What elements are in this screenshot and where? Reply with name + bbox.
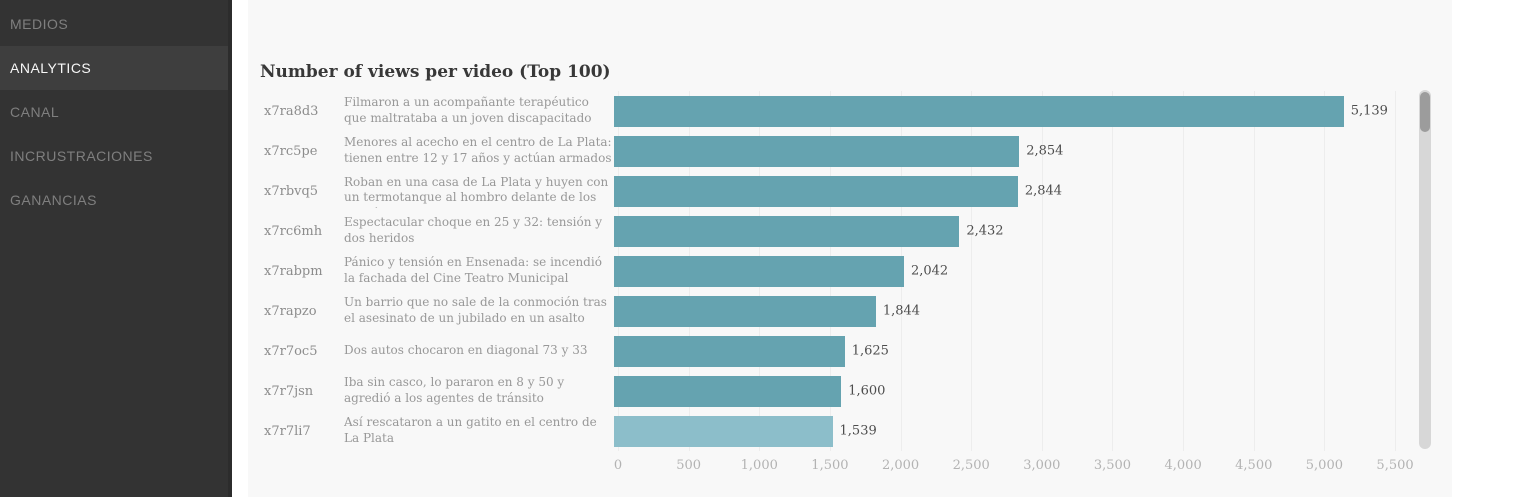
views-bar[interactable] xyxy=(614,255,904,287)
video-title: Dos autos chocaron en diagonal 73 y 33 xyxy=(344,343,588,358)
views-bar[interactable] xyxy=(614,175,1018,207)
chart-row: x7rc5pe Menores al acecho en el centro de… xyxy=(260,131,1452,171)
video-title: Pánico y tensión en Ensenada: se incendi… xyxy=(344,255,602,285)
gridline xyxy=(1183,91,1185,451)
video-id: x7ra8d3 xyxy=(264,103,319,119)
sidebar-item-ganancias[interactable]: GANANCIAS xyxy=(10,192,97,208)
axis-tick-label: 2,500 xyxy=(952,458,990,473)
video-title: Espectacular choque en 25 y 32: tensión … xyxy=(344,215,603,245)
chart-row: x7ra8d3 Filmaron a un acompañante terapéu… xyxy=(260,91,1452,131)
chart-title: Number of views per video (Top 100) xyxy=(260,62,611,82)
video-title: Roban en una casa de La Plata y huyen co… xyxy=(344,174,609,208)
chart-row: x7r7jsn Iba sin casco, lo pararon en 8 y … xyxy=(260,371,1452,411)
axis-tick-label: 0 xyxy=(613,458,623,473)
gridline xyxy=(1395,91,1397,451)
bar-track: 1,625 xyxy=(614,335,1412,367)
views-value: 5,139 xyxy=(1350,103,1388,119)
analytics-panel: Number of views per video (Top 100) x7ra… xyxy=(248,0,1452,497)
video-title: Iba sin casco, lo pararon en 8 y 50 y ag… xyxy=(344,375,565,405)
bar-track: 2,042 xyxy=(614,255,1412,287)
views-bar[interactable] xyxy=(614,375,842,407)
bar-track: 1,539 xyxy=(614,415,1412,447)
gridline xyxy=(1041,91,1043,451)
views-bar[interactable] xyxy=(614,135,1020,167)
video-title: Filmaron a un acompañante terapéutico qu… xyxy=(344,95,592,125)
axis-tick-label: 4,000 xyxy=(1164,458,1202,473)
video-id: x7rabpm xyxy=(264,263,323,279)
axis-tick-label: 1,500 xyxy=(811,458,849,473)
axis-tick-label: 5,500 xyxy=(1376,458,1414,473)
chart-scrollbar-track[interactable] xyxy=(1419,90,1431,449)
chart-row: x7r7oc5 Dos autos chocaron en diagonal 73… xyxy=(260,331,1452,371)
gridline xyxy=(1324,91,1326,451)
video-id: x7rapzo xyxy=(264,303,317,319)
views-bar[interactable] xyxy=(614,415,833,447)
axis-tick-label: 4,500 xyxy=(1235,458,1273,473)
video-id: x7rc5pe xyxy=(264,143,318,159)
chart-row: x7rc6mh Espectacular choque en 25 y 32: t… xyxy=(260,211,1452,251)
views-value: 1,844 xyxy=(882,303,921,319)
views-value: 1,625 xyxy=(851,343,889,359)
video-id: x7r7oc5 xyxy=(264,343,318,359)
gridline xyxy=(1253,91,1255,451)
views-value: 1,539 xyxy=(839,423,877,439)
views-value: 2,432 xyxy=(966,223,1004,239)
video-title: Así rescataron a un gatito en el centro … xyxy=(344,415,597,445)
video-id: x7r7jsn xyxy=(264,383,314,399)
video-title: Menores al acecho en el centro de La Pla… xyxy=(344,135,612,165)
views-value: 2,854 xyxy=(1026,143,1064,159)
bar-track: 2,432 xyxy=(614,215,1412,247)
bar-track: 2,844 xyxy=(614,175,1412,207)
sidebar-item-incrustraciones[interactable]: INCRUSTRACIONES xyxy=(10,148,153,164)
views-value: 2,844 xyxy=(1024,183,1063,199)
video-id: x7rc6mh xyxy=(264,223,323,239)
axis-tick-label: 500 xyxy=(676,458,702,473)
views-bar[interactable] xyxy=(614,335,845,367)
views-per-video-chart: x7ra8d3 Filmaron a un acompañante terapéu… xyxy=(260,91,1452,477)
chart-row: x7r7li7 Así rescataron a un gatito en el … xyxy=(260,411,1452,451)
video-id: x7rbvq5 xyxy=(264,183,319,199)
views-value: 1,600 xyxy=(848,383,886,399)
views-value: 2,042 xyxy=(910,263,949,279)
sidebar-item-canal[interactable]: CANAL xyxy=(10,104,60,120)
views-bar[interactable] xyxy=(614,95,1344,127)
axis-tick-label: 5,000 xyxy=(1305,458,1343,473)
axis-tick-label: 2,000 xyxy=(881,458,920,473)
sidebar-item-analytics[interactable]: ANALYTICS xyxy=(0,46,228,90)
gridline xyxy=(971,91,973,451)
sidebar-item-medios[interactable]: MEDIOS xyxy=(10,16,69,32)
sidebar: MEDIOS ANALYTICS CANAL INCRUSTRACIONES G… xyxy=(0,0,232,497)
chart-scrollbar-thumb[interactable] xyxy=(1420,92,1430,132)
chart-row: x7rbvq5 Roban en una casa de La Plata y h… xyxy=(260,171,1452,211)
chart-x-axis: 0 500 1,000 1,500 2,000 2,500 3,000 3,500 4,000 4… xyxy=(614,451,1414,477)
chart-row: x7rapzo Un barrio que no sale de la conmo… xyxy=(260,291,1452,331)
bar-track: 1,844 xyxy=(614,295,1412,327)
views-bar[interactable] xyxy=(614,215,960,247)
video-id: x7r7li7 xyxy=(264,423,311,439)
video-title: Un barrio que no sale de la conmoción tr… xyxy=(344,295,607,325)
bar-track: 5,139 xyxy=(614,95,1412,127)
bar-track: 2,854 xyxy=(614,135,1412,167)
views-bar[interactable] xyxy=(614,295,876,327)
chart-rows: x7ra8d3 Filmaron a un acompañante terapéu… xyxy=(260,91,1452,451)
axis-tick-label: 1,000 xyxy=(740,458,778,473)
axis-tick-label: 3,000 xyxy=(1023,458,1061,473)
chart-row: x7rabpm Pánico y tensión en Ensenada: se … xyxy=(260,251,1452,291)
bar-track: 1,600 xyxy=(614,375,1412,407)
gridline xyxy=(1112,91,1114,451)
axis-tick-label: 3,500 xyxy=(1093,458,1132,473)
